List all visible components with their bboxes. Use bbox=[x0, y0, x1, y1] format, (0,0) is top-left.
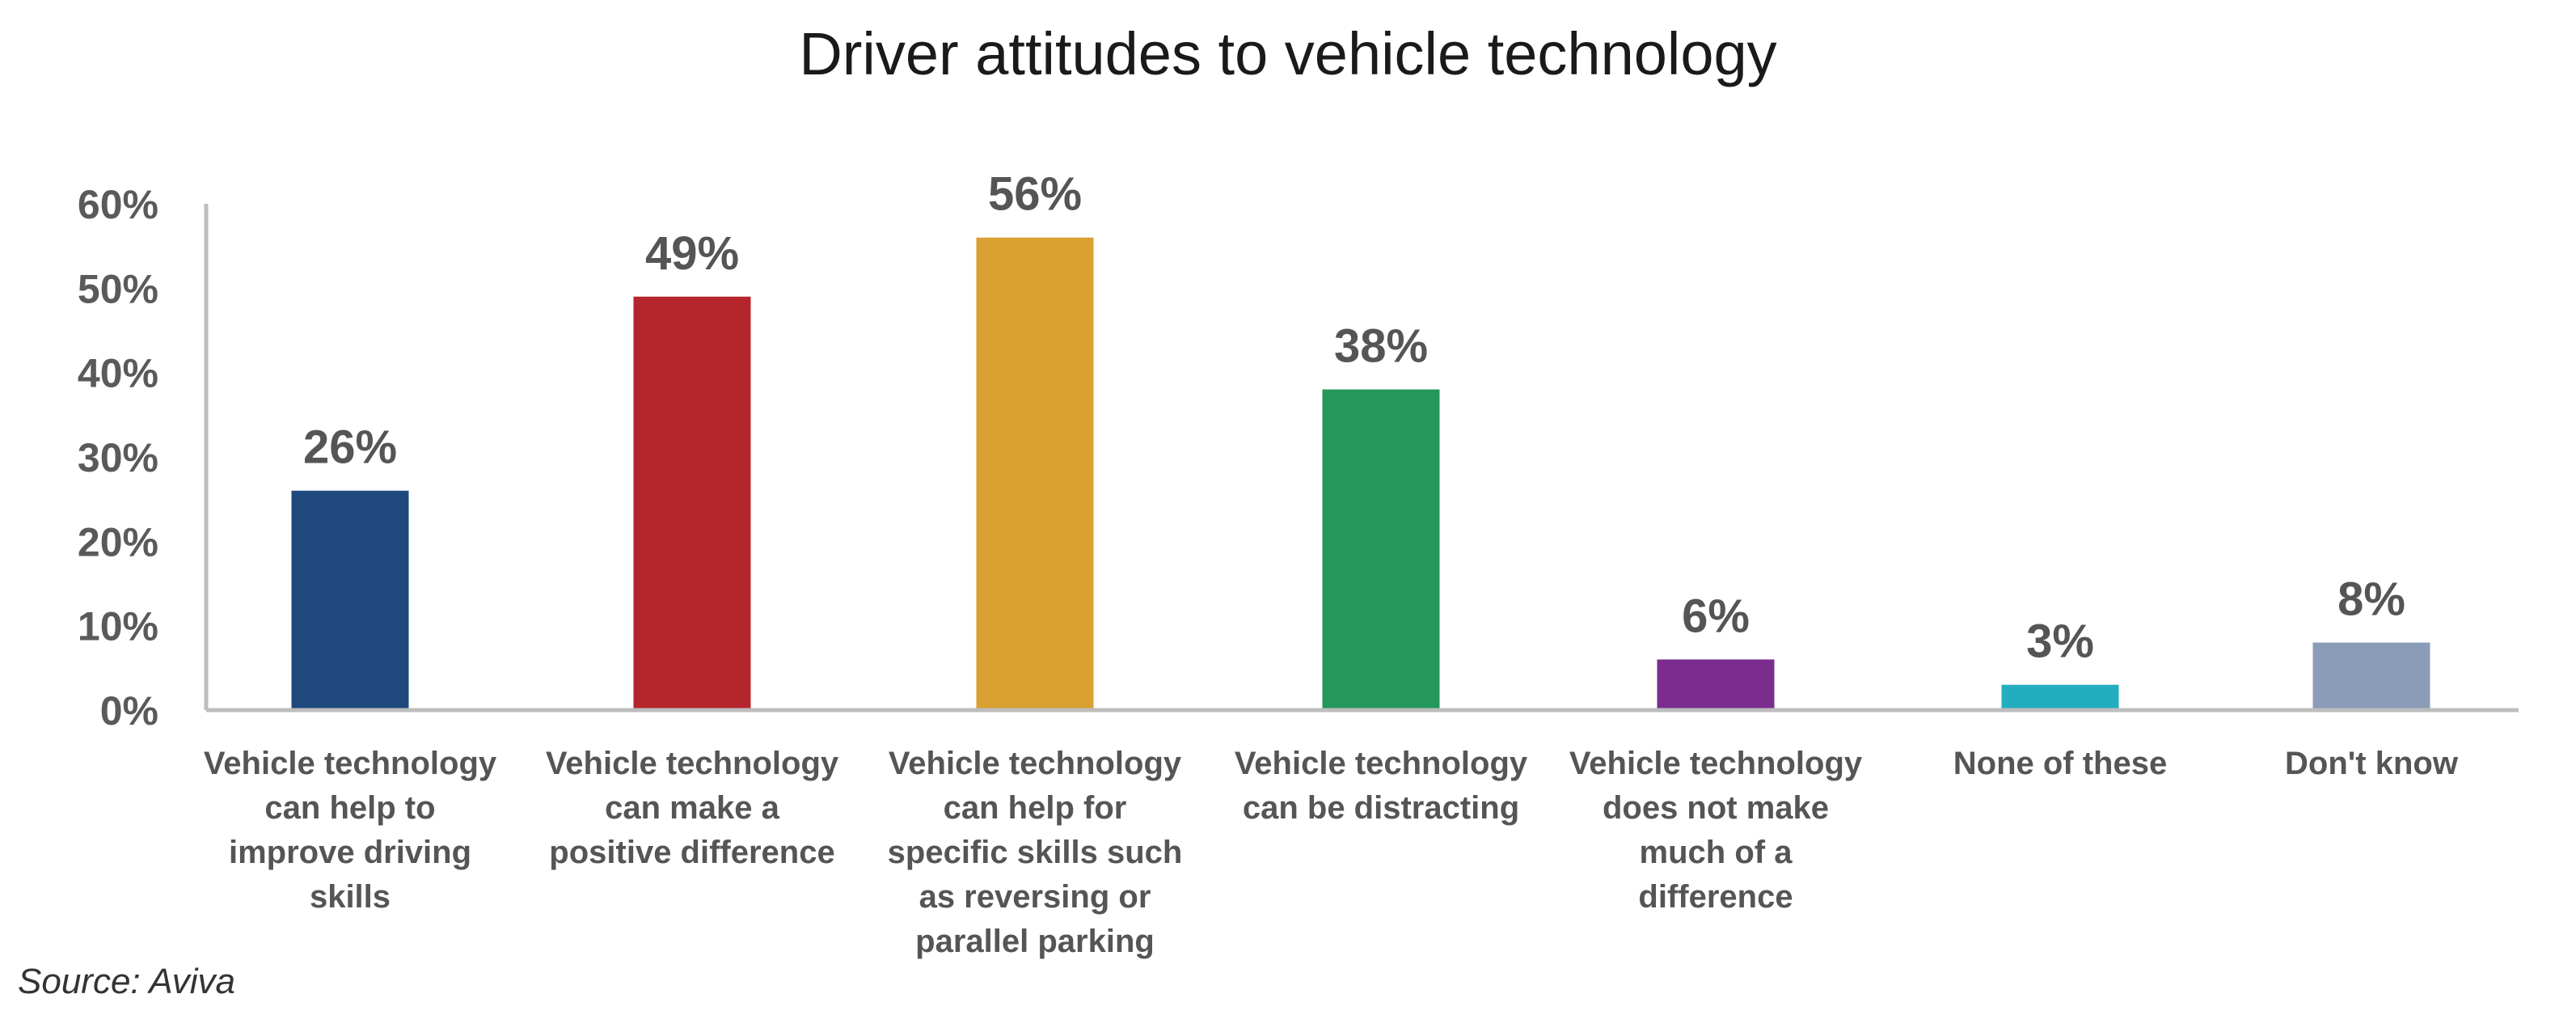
category-label-line: Don't know bbox=[2285, 746, 2459, 781]
category-label: Vehicle technology does not make much of a… bbox=[1569, 746, 1863, 915]
y-tick-label: 50% bbox=[78, 266, 158, 311]
bar bbox=[291, 490, 409, 710]
category-label-line: can help for bbox=[944, 790, 1127, 826]
category-label-line: Vehicle technology bbox=[1235, 746, 1528, 781]
y-tick-label: 0% bbox=[100, 688, 158, 734]
category-label-line: parallel parking bbox=[915, 924, 1155, 959]
bar bbox=[633, 296, 751, 710]
data-label: 26% bbox=[303, 421, 397, 474]
data-label: 6% bbox=[1682, 590, 1750, 642]
bars bbox=[291, 237, 2430, 710]
y-tick-label: 40% bbox=[78, 351, 158, 396]
category-label-line: Vehicle technology bbox=[204, 746, 497, 781]
category-label-line: difference bbox=[1638, 879, 1793, 915]
data-label: 38% bbox=[1334, 320, 1428, 373]
chart-title: Driver attitudes to vehicle technology bbox=[799, 20, 1776, 87]
y-axis: 0% 10% 20% 30% 40% 50% 60% bbox=[78, 182, 158, 734]
data-label: 3% bbox=[2026, 615, 2094, 668]
category-label-line: much of a bbox=[1640, 835, 1793, 870]
category-label-line: improve driving bbox=[229, 835, 471, 870]
category-label: Vehicle technology can help to improve dri… bbox=[204, 746, 497, 915]
category-labels: Vehicle technology can help to improve dri… bbox=[204, 746, 2459, 959]
category-label-line: can be distracting bbox=[1243, 790, 1519, 826]
y-tick-label: 30% bbox=[78, 435, 158, 480]
category-label-line: can help to bbox=[264, 790, 435, 826]
y-tick-label: 10% bbox=[78, 604, 158, 649]
category-label-line: None of these bbox=[1953, 746, 2167, 781]
bar bbox=[2312, 642, 2430, 710]
data-labels: 26% 49% 56% 38% 6% 3% 8% bbox=[303, 168, 2405, 668]
category-label-line: positive difference bbox=[549, 835, 834, 870]
bar bbox=[2001, 684, 2119, 710]
category-label-line: skills bbox=[310, 879, 391, 915]
category-label: Vehicle technology can make a positive dif… bbox=[546, 746, 839, 870]
y-tick-label: 20% bbox=[78, 519, 158, 565]
bar bbox=[1322, 389, 1440, 710]
bar bbox=[976, 237, 1094, 710]
category-label-line: as reversing or bbox=[919, 879, 1151, 915]
bar bbox=[1657, 659, 1775, 710]
category-label-line: Vehicle technology bbox=[1569, 746, 1863, 781]
category-label: Don't know bbox=[2285, 746, 2459, 781]
y-tick-label: 60% bbox=[78, 182, 158, 227]
category-label: Vehicle technology can be distracting bbox=[1235, 746, 1528, 826]
category-label-line: Vehicle technology bbox=[889, 746, 1182, 781]
category-label-line: Vehicle technology bbox=[546, 746, 839, 781]
category-label-line: specific skills such bbox=[888, 835, 1183, 870]
category-label-line: can make a bbox=[605, 790, 779, 826]
category-label-line: does not make bbox=[1603, 790, 1829, 826]
category-label: None of these bbox=[1953, 746, 2167, 781]
source-note: Source: Aviva bbox=[18, 962, 235, 1001]
data-label: 56% bbox=[988, 168, 1082, 221]
data-label: 8% bbox=[2337, 573, 2405, 626]
data-label: 49% bbox=[645, 227, 739, 280]
category-label: Vehicle technology can help for specific s… bbox=[888, 746, 1183, 959]
